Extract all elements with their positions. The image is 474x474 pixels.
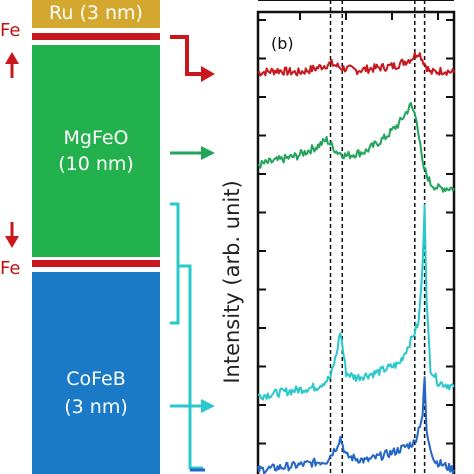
- panel-label: (b): [271, 34, 294, 53]
- green-connector-arrow: [170, 146, 215, 160]
- plot-frame: [256, 10, 456, 474]
- cofeb-label-line2: (3 nm): [64, 396, 128, 418]
- cyan-connector-arrow: [170, 399, 215, 413]
- red-connector-arrow: [170, 35, 215, 82]
- up-arrow-icon: [5, 52, 19, 78]
- fe-bottom-layer: [32, 260, 160, 267]
- spectrum-series-3: [257, 204, 455, 401]
- mgfeo-layer: MgFeO (10 nm): [32, 45, 160, 257]
- fe-top-layer: [32, 33, 160, 40]
- mgfeo-label-line1: MgFeO: [63, 127, 129, 149]
- spectrum-series-1: [257, 51, 455, 77]
- y-axis-ticks: [258, 12, 454, 445]
- spectrum-series-4: [257, 376, 455, 474]
- ru-layer-label: Ru (3 nm): [49, 2, 143, 24]
- down-arrow-icon: [5, 222, 19, 248]
- fe-bottom-label: Fe: [0, 258, 21, 279]
- ru-layer: Ru (3 nm): [32, 0, 160, 28]
- cofeb-layer: CoFeB (3 nm): [32, 272, 160, 474]
- y-axis-label: Intensity (arb. unit): [220, 180, 244, 384]
- cofeb-label-line1: CoFeB: [66, 368, 126, 390]
- cyan-bracket-arrow: [170, 202, 203, 470]
- fe-top-label: Fe: [0, 20, 21, 41]
- mgfeo-label-line2: (10 nm): [58, 153, 134, 175]
- spectrum-series-2: [257, 102, 455, 193]
- spectra-series: [257, 51, 455, 474]
